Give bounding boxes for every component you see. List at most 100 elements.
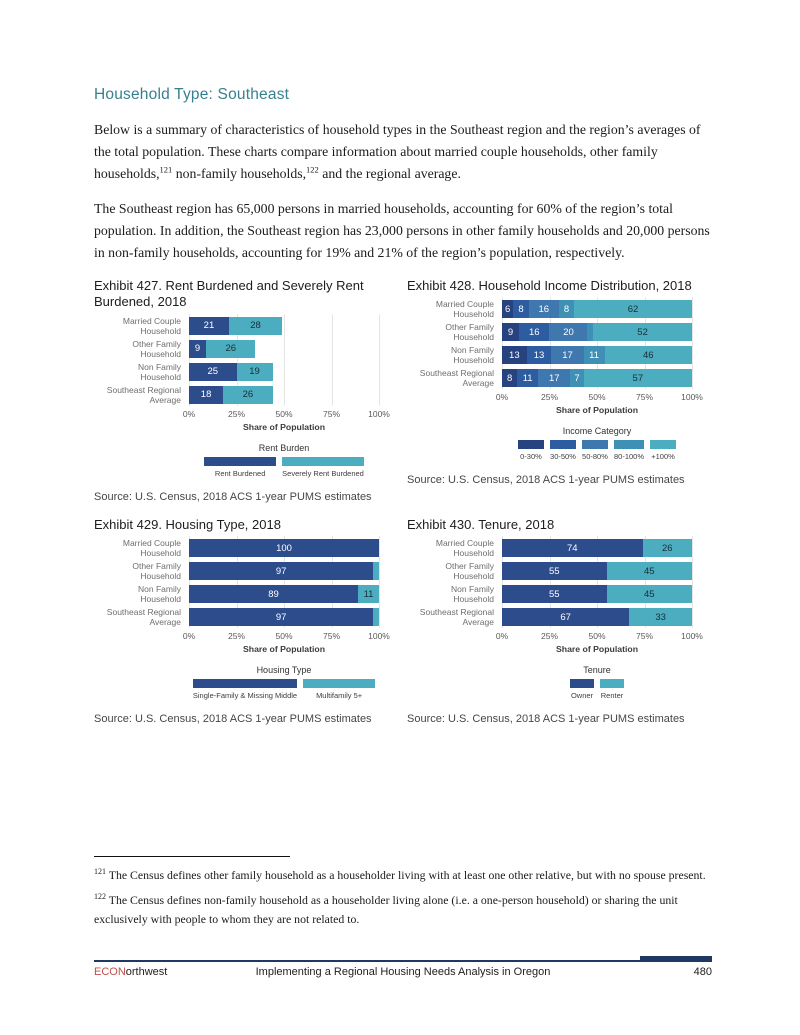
gridline xyxy=(692,297,693,390)
chart-title: Exhibit 430. Tenure, 2018 xyxy=(407,516,555,532)
bar-segment xyxy=(373,562,379,581)
legend-item: Severely Rent Burdened xyxy=(282,456,364,478)
bar-segment: 13 xyxy=(502,346,527,365)
gridline xyxy=(236,313,238,406)
x-axis-label: Share of Population xyxy=(555,405,639,416)
legend-swatch xyxy=(570,679,594,689)
category-label-line: Married Couple xyxy=(435,299,494,310)
bar-segment: 55 xyxy=(502,562,607,581)
x-tick-label: 75% xyxy=(635,392,654,403)
bar-value-label: 13 xyxy=(533,349,545,361)
legend-title: Tenure xyxy=(583,665,611,676)
category-label-line: Household xyxy=(453,548,494,559)
source-note: Source: U.S. Census, 2018 ACS 1-year PUM… xyxy=(407,713,685,726)
bar-segment: 45 xyxy=(606,562,692,581)
chart-legend: Rent Burden Rent Burdened Severely Rent B… xyxy=(189,443,379,478)
gridline xyxy=(549,536,551,629)
category-label-line: Household xyxy=(453,309,494,320)
x-tick-label: 25% xyxy=(540,392,559,403)
legend-item: Rent Burdened xyxy=(204,456,277,478)
bar-row: Other Family Household 97 xyxy=(94,561,397,581)
footnote-122: 122 The Census defines non-family househ… xyxy=(94,891,710,929)
bar-value-label: 62 xyxy=(627,303,639,315)
bar-value-label: 55 xyxy=(548,588,560,600)
legend-swatch xyxy=(650,440,677,450)
bar-value-label: 21 xyxy=(203,320,215,332)
bar-segment: 6 xyxy=(502,300,514,319)
x-tick-label: 0% xyxy=(182,408,196,419)
gridline xyxy=(644,297,646,390)
bar-segment: 45 xyxy=(606,585,692,604)
bar-value-label: 100 xyxy=(276,542,292,554)
bar-segment: 16 xyxy=(519,323,550,342)
category-label-line: Average xyxy=(462,617,494,628)
category-label-line: Household xyxy=(453,355,494,366)
bar-value-label: 25 xyxy=(207,366,219,378)
bar-track: 9 16 20 52 xyxy=(502,323,692,342)
legend-label: Multifamily 5+ xyxy=(316,691,363,701)
x-tick-label: 100% xyxy=(368,631,390,642)
category-label: Southeast Regional Average xyxy=(94,607,189,627)
category-label-line: Married Couple xyxy=(122,538,181,549)
gridline xyxy=(597,297,598,390)
category-label-line: Household xyxy=(140,571,181,582)
brand-logo: ECONorthwest xyxy=(94,966,167,978)
x-tick-label: 50% xyxy=(275,408,293,419)
bar-row: Southeast Regional Average 18 26 xyxy=(94,385,397,405)
gridline xyxy=(379,313,380,406)
bar-segment: 97 xyxy=(189,562,374,581)
category-label: Other Family Household xyxy=(94,561,189,581)
legend-items: 0-30% 30-50% 50-80% 80-100% +100% xyxy=(502,440,692,461)
bar-track: 18 26 xyxy=(189,385,379,404)
bar-segment: 26 xyxy=(206,339,256,358)
bar-segment: 25 xyxy=(189,362,237,381)
footnote-121: 121 The Census defines other family hous… xyxy=(94,866,710,885)
bar-value-label: 18 xyxy=(200,389,212,401)
gridline xyxy=(189,313,190,406)
bar-segment: 19 xyxy=(236,362,273,381)
gridline xyxy=(502,536,503,629)
footnote-text: The Census defines other family househol… xyxy=(106,868,706,882)
category-label: Married Couple Household xyxy=(407,299,502,319)
bar-value-label: 8 xyxy=(518,303,524,315)
bar-track: 55 45 xyxy=(502,562,692,581)
x-tick-label: 100% xyxy=(368,408,390,419)
category-label: Non Family Household xyxy=(407,345,502,365)
bar-row: Married Couple Household 74 26 xyxy=(407,538,710,559)
bar-segment: 100 xyxy=(189,539,379,558)
category-label-line: Married Couple xyxy=(435,538,494,549)
bar-segment: 26 xyxy=(642,539,692,558)
legend-swatch xyxy=(282,456,364,466)
bar-track: 89 11 xyxy=(189,585,379,604)
gridline xyxy=(692,536,693,629)
legend-swatch xyxy=(303,679,376,689)
chart-title: Exhibit 429. Housing Type, 2018 xyxy=(94,516,281,532)
legend-label: Renter xyxy=(600,691,624,701)
bar-value-label: 52 xyxy=(637,326,648,338)
legend-item: 50-80% xyxy=(581,440,608,461)
category-label-line: Household xyxy=(453,571,494,582)
bar-row: Non Family Household 89 11 xyxy=(94,584,397,604)
exhibit-429-chart: Exhibit 429. Housing Type, 2018 Married … xyxy=(94,517,397,726)
bar-value-label: 20 xyxy=(563,326,574,338)
legend-label: Owner xyxy=(570,691,594,701)
bar-row: Non Family Household 25 19 xyxy=(94,362,397,382)
chart-plot-area: Married Couple Household 100 Other Family Ho… xyxy=(94,536,397,629)
charts-grid: Exhibit 427. Rent Burdened and Severely … xyxy=(94,278,710,726)
bar-value-label: 97 xyxy=(275,611,287,623)
footnote-ref: 121 xyxy=(159,164,173,174)
x-tick-label: 100% xyxy=(681,392,703,403)
legend-item: 30-50% xyxy=(549,440,576,461)
category-label-line: Household xyxy=(453,332,494,343)
legend-items: Rent Burdened Severely Rent Burdened xyxy=(189,456,379,478)
category-label-line: Southeast Regional xyxy=(419,607,494,618)
bar-value-label: 57 xyxy=(632,372,644,384)
footnote-number: 121 xyxy=(94,867,106,877)
bar-track: 74 26 xyxy=(502,539,692,558)
gridline xyxy=(379,536,380,629)
bar-value-label: 45 xyxy=(643,565,655,577)
legend-item: Owner xyxy=(570,679,594,700)
bar-value-label: 8 xyxy=(506,372,513,384)
bar-value-label: 17 xyxy=(548,372,560,384)
x-tick-label: 25% xyxy=(540,631,559,642)
